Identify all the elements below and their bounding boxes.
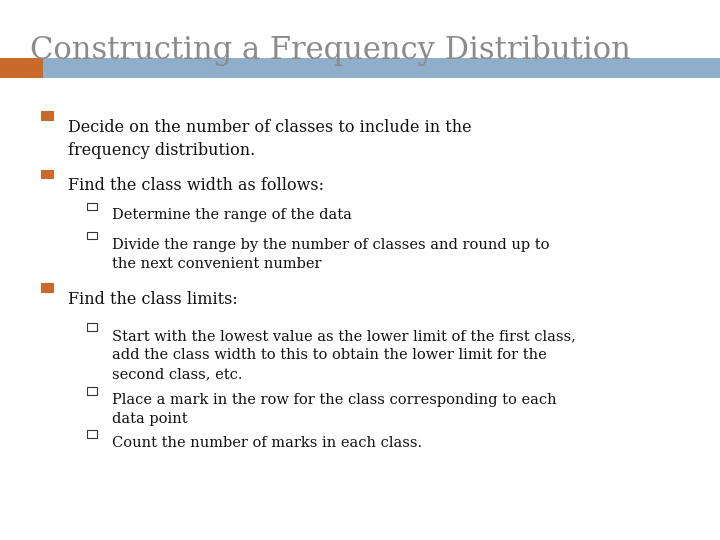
Bar — [41, 283, 54, 293]
Text: Divide the range by the number of classes and round up to
the next convenient nu: Divide the range by the number of classe… — [112, 238, 549, 271]
Bar — [87, 387, 97, 395]
Text: Start with the lowest value as the lower limit of the first class,
add the class: Start with the lowest value as the lower… — [112, 329, 575, 381]
Text: Count the number of marks in each class.: Count the number of marks in each class. — [112, 436, 422, 450]
Bar — [87, 232, 97, 239]
Text: Place a mark in the row for the class corresponding to each
data point: Place a mark in the row for the class co… — [112, 393, 557, 426]
Bar — [0, 58, 43, 78]
Bar — [87, 323, 97, 331]
Text: Decide on the number of classes to include in the
frequency distribution.: Decide on the number of classes to inclu… — [68, 119, 472, 159]
Text: Constructing a Frequency Distribution: Constructing a Frequency Distribution — [30, 35, 631, 66]
Bar — [41, 111, 54, 121]
Text: Find the class width as follows:: Find the class width as follows: — [68, 177, 325, 194]
Text: Find the class limits:: Find the class limits: — [68, 291, 238, 307]
Bar — [41, 170, 54, 179]
Text: Determine the range of the data: Determine the range of the data — [112, 208, 351, 222]
Bar — [87, 202, 97, 210]
Bar — [43, 58, 720, 78]
Bar — [87, 430, 97, 438]
